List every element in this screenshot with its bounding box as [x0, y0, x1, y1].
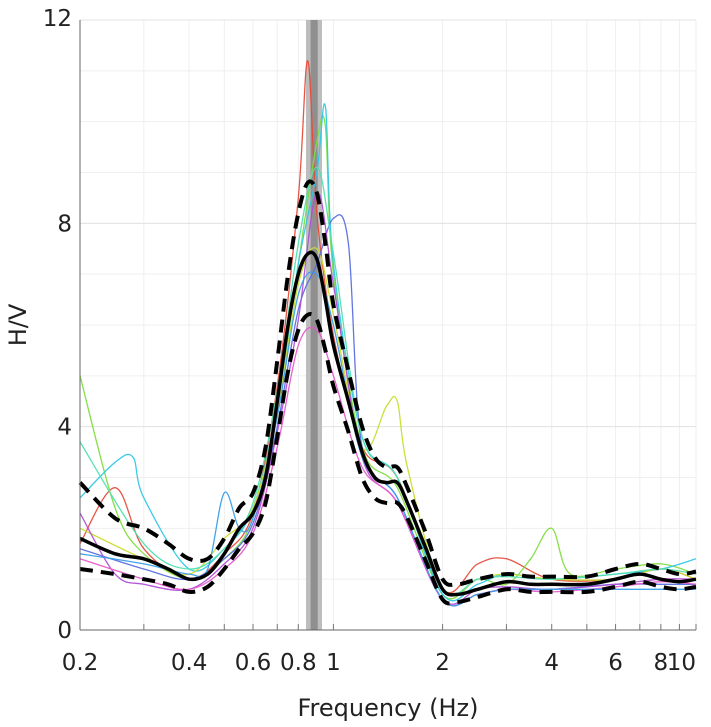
- y-axis-title: H/V: [4, 303, 32, 346]
- y-tick-label: 4: [57, 415, 72, 441]
- window-curve-1: [79, 60, 697, 594]
- x-tick-label: 0.6: [235, 650, 272, 676]
- x-tick-label: 2: [435, 650, 450, 676]
- x-tick-label: 0.8: [280, 650, 317, 676]
- window-curve-8: [79, 166, 697, 596]
- window-curve-6: [79, 191, 697, 605]
- x-tick-labels: 0.2 0.4 0.6 0.8 1 2 4 6 810: [62, 650, 696, 676]
- y-tick-label: 8: [57, 211, 72, 237]
- x-tick-label: 6: [608, 650, 623, 676]
- x-tick-label: 10: [667, 650, 696, 676]
- individual-curves: [79, 60, 697, 607]
- peak-frequency-band: [305, 20, 323, 630]
- y-tick-label: 12: [43, 6, 72, 32]
- window-curve-3: [79, 103, 697, 602]
- window-curve-9: [79, 271, 696, 607]
- y-tick-label: 0: [57, 618, 72, 644]
- grid: [79, 19, 697, 631]
- window-curve-4: [79, 247, 697, 597]
- x-axis-title: Frequency (Hz): [298, 694, 479, 722]
- upper-std-curve: [78, 179, 697, 587]
- x-tick-label: 8: [654, 650, 669, 676]
- x-tick-label: 1: [326, 650, 341, 676]
- x-tick-label: 0.4: [171, 650, 208, 676]
- lower-std-curve: [79, 312, 697, 606]
- x-tick-label: 0.2: [62, 650, 99, 676]
- y-tick-labels: 0 4 8 12: [43, 6, 72, 644]
- statistics-curves: [78, 179, 697, 606]
- window-curve-2: [79, 115, 697, 600]
- mean-curve: [79, 250, 697, 597]
- x-tick-label: 4: [544, 650, 559, 676]
- peak-band-inner: [310, 20, 318, 630]
